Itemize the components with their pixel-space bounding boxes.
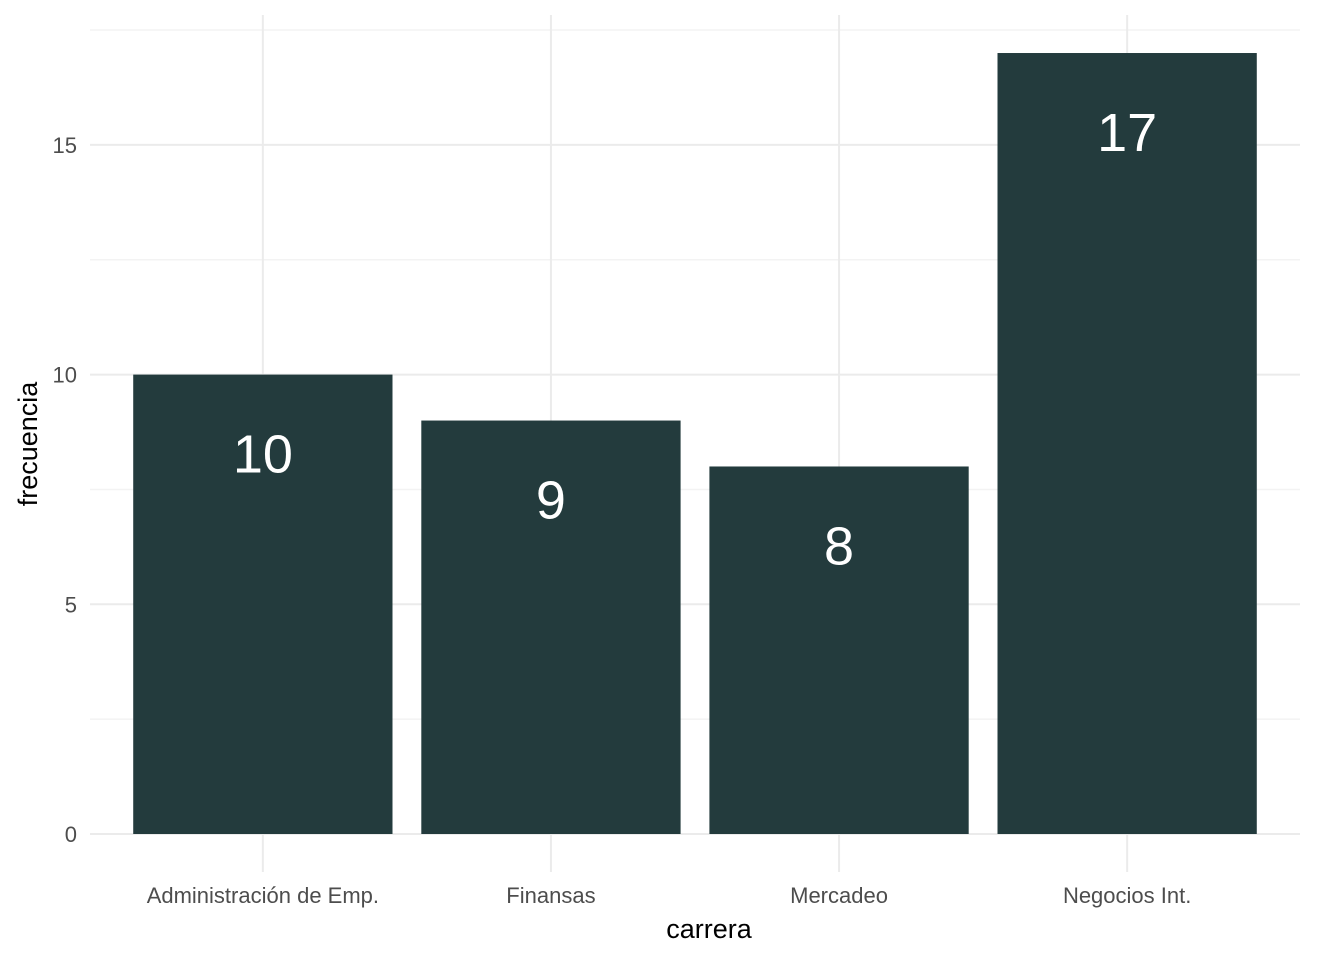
bar-data-label: 8 [824, 516, 854, 576]
bars [133, 53, 1257, 834]
bar-data-label: 9 [536, 471, 566, 531]
y-axis-ticks: 0 5 10 15 [53, 133, 77, 847]
bar-data-label: 17 [1097, 103, 1157, 163]
y-tick-label: 15 [53, 133, 77, 158]
bar [133, 374, 393, 834]
y-tick-label: 10 [53, 363, 77, 388]
y-axis-title: frecuencia [13, 381, 43, 507]
x-axis-title: carrera [666, 914, 753, 944]
x-axis-ticks: Administración de Emp. Finansas Mercadeo Ne… [147, 883, 1192, 908]
x-tick-label: Finansas [506, 883, 595, 908]
bar-data-label: 10 [233, 425, 293, 485]
bar-labels: 10 9 8 17 [233, 103, 1157, 576]
bar [997, 53, 1257, 834]
bar [709, 466, 969, 834]
x-tick-label: Negocios Int. [1063, 883, 1191, 908]
y-tick-label: 5 [65, 592, 77, 617]
bar [421, 420, 681, 834]
x-tick-label: Administración de Emp. [147, 883, 379, 908]
y-tick-label: 0 [65, 822, 77, 847]
x-tick-label: Mercadeo [790, 883, 888, 908]
